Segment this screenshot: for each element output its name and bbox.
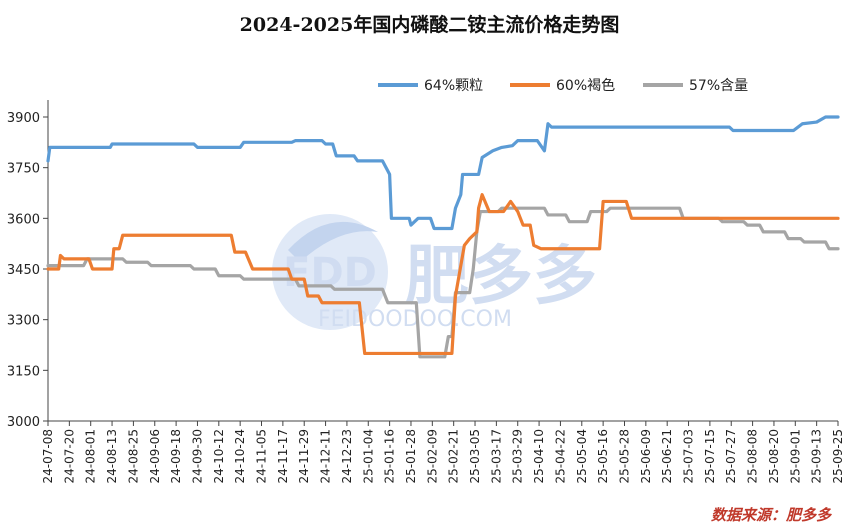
- x-tick-label: 25-09-13: [810, 429, 824, 483]
- x-tick-label: 24-11-17: [276, 429, 290, 483]
- x-tick-label: 25-07-03: [682, 429, 696, 483]
- x-tick-label: 24-08-25: [126, 429, 140, 483]
- x-tick-label: 24-07-08: [41, 429, 55, 483]
- x-tick-label: 24-11-29: [297, 429, 311, 483]
- x-tick-label: 24-08-13: [105, 429, 119, 483]
- x-tick-label: 25-02-09: [425, 429, 439, 483]
- legend-label: 64%颗粒: [424, 78, 483, 94]
- x-tick-label: 25-05-28: [617, 429, 631, 483]
- x-tick-label: 25-02-21: [447, 429, 461, 483]
- legend-label: 60%褐色: [556, 77, 615, 94]
- x-tick-label: 25-05-16: [596, 429, 610, 483]
- x-tick-label: 25-06-21: [660, 429, 674, 483]
- x-tick-label: 24-09-18: [169, 429, 183, 483]
- y-tick-label: 3900: [7, 111, 40, 126]
- x-tick-label: 24-08-01: [84, 429, 98, 483]
- x-tick-label: 24-12-11: [319, 429, 333, 483]
- watermark: FDD 肥多多 FEIDOODOO.COM: [272, 214, 597, 332]
- series-line-0: [46, 115, 840, 231]
- x-tick-label: 25-01-04: [361, 429, 375, 483]
- x-tick-label: 24-11-05: [255, 429, 269, 483]
- y-tick-label: 3600: [7, 212, 40, 227]
- watermark-brand-cn: 肥多多: [405, 240, 597, 314]
- x-tick-label: 25-07-27: [724, 429, 738, 483]
- y-tick-label: 3000: [7, 415, 40, 430]
- x-tick-label: 25-01-28: [404, 429, 418, 483]
- x-tick-label: 25-05-04: [575, 429, 589, 483]
- x-tick-label: 25-03-17: [489, 429, 503, 483]
- x-tick-label: 24-07-20: [62, 429, 76, 483]
- series-layer: [46, 115, 840, 359]
- y-tick-label: 3750: [7, 162, 40, 177]
- x-tick-label: 24-09-06: [148, 429, 162, 483]
- x-tick-label: 25-06-09: [639, 429, 653, 483]
- chart-title: 2024-2025年国内磷酸二铵主流价格走势图: [239, 14, 620, 36]
- y-tick-label: 3300: [7, 314, 40, 329]
- legend: 64%颗粒 60%褐色 57%含量: [378, 77, 748, 94]
- x-tick-label: 24-10-12: [212, 429, 226, 483]
- legend-label: 57%含量: [689, 78, 748, 94]
- series-line-2: [46, 206, 840, 359]
- x-tick-label: 25-08-20: [767, 429, 781, 483]
- y-tick-label: 3450: [7, 263, 40, 278]
- series-line-1: [46, 193, 840, 356]
- x-ticks: 24-07-08 24-07-20 24-08-01 24-08-13 24-08-25…: [41, 421, 845, 483]
- y-ticks: 3000 3150 3300 3450 3600 3750 3900: [7, 111, 48, 430]
- x-tick-label: 25-03-05: [468, 429, 482, 483]
- x-tick-label: 25-08-08: [746, 429, 760, 483]
- watermark-logo-leaf: [288, 221, 378, 262]
- x-tick-label: 25-04-10: [532, 429, 546, 483]
- x-tick-label: 25-01-16: [383, 429, 397, 483]
- watermark-domain: FEIDOODOO.COM: [318, 307, 512, 332]
- x-tick-label: 24-12-23: [340, 429, 354, 483]
- x-tick-label: 24-10-24: [233, 429, 247, 483]
- x-tick-label: 25-04-22: [553, 429, 567, 483]
- x-tick-label: 25-03-29: [511, 429, 525, 483]
- x-tick-label: 25-09-01: [788, 429, 802, 483]
- source-note: 数据来源：肥多多: [710, 506, 831, 524]
- y-tick-label: 3150: [7, 364, 40, 379]
- x-tick-label: 24-09-30: [190, 429, 204, 483]
- x-tick-label: 25-09-25: [831, 429, 845, 483]
- x-tick-label: 25-07-15: [703, 429, 717, 483]
